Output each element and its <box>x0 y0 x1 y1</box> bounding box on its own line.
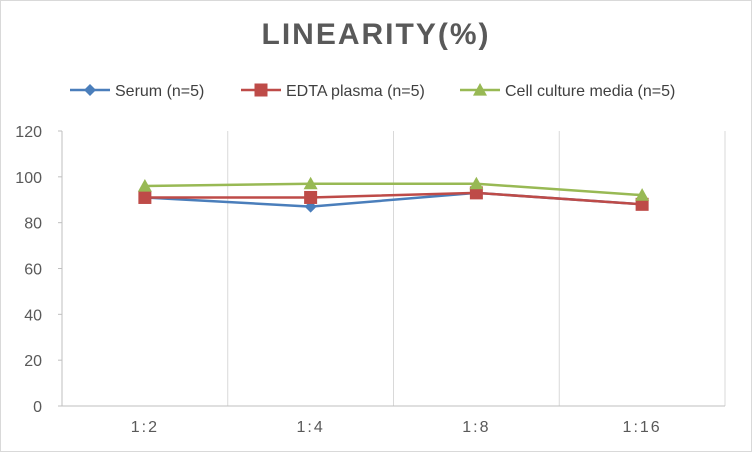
x-tick-label: 1:16 <box>623 419 662 436</box>
data-point-1-0 <box>138 190 152 204</box>
chart-title: LINEARITY(%) <box>261 18 491 51</box>
x-tick-label: 1:2 <box>131 419 159 436</box>
series-line-2 <box>144 182 643 197</box>
legend-label-0: Serum (n=5) <box>115 83 204 100</box>
y-tick-label: 120 <box>15 124 42 141</box>
data-point-2-2 <box>469 176 484 190</box>
y-tick-label: 40 <box>24 307 42 324</box>
data-point-2-1 <box>303 176 318 190</box>
data-point-1-1 <box>304 190 318 204</box>
y-tick-label: 60 <box>24 262 42 279</box>
data-point-1-2 <box>469 186 483 200</box>
legend-label-1: EDTA plasma (n=5) <box>286 83 425 100</box>
legend-label-2: Cell culture media (n=5) <box>505 83 675 100</box>
legend-marker-2 <box>473 83 487 96</box>
x-tick-label: 1:8 <box>462 419 490 436</box>
y-tick-label: 80 <box>24 216 42 233</box>
y-tick-label: 0 <box>33 399 42 416</box>
data-point-2-3 <box>635 188 650 201</box>
y-tick-label: 100 <box>15 170 42 187</box>
data-point-2-0 <box>137 179 152 192</box>
x-tick-label: 1:4 <box>297 419 325 436</box>
legend-marker-0 <box>84 84 96 96</box>
legend-marker-1 <box>254 83 268 97</box>
y-tick-label: 20 <box>24 353 42 370</box>
data-point-1-3 <box>635 197 649 211</box>
series-line-1 <box>144 191 643 206</box>
